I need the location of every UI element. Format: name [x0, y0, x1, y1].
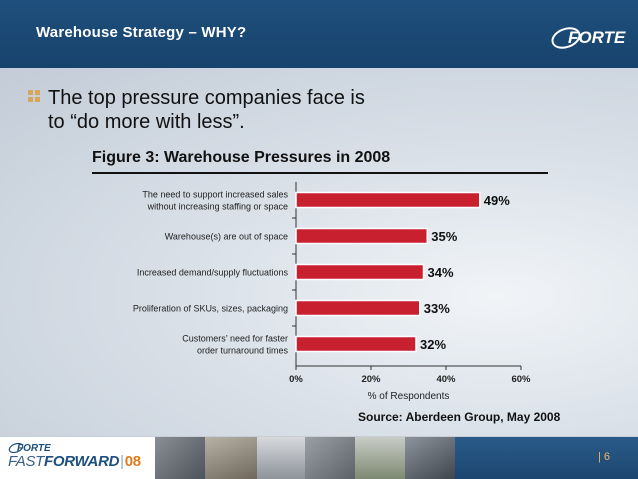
- bar: [295, 191, 481, 209]
- footer-bar: | 6: [455, 437, 638, 479]
- bar: [295, 263, 425, 281]
- category-label: order turnaround times: [197, 346, 289, 356]
- title-bar: Warehouse Strategy – WHY? FORTE: [0, 0, 638, 68]
- chart-title-rule: [92, 172, 548, 174]
- category-label: Increased demand/supply fluctuations: [137, 268, 289, 278]
- category-label: The need to support increased sales: [142, 190, 288, 200]
- forte-small-logo-icon: FORTE: [8, 442, 51, 453]
- svg-text:FORTE: FORTE: [568, 28, 626, 47]
- category-label: Proliferation of SKUs, sizes, packaging: [133, 304, 288, 314]
- bar-value-label: 34%: [428, 265, 454, 280]
- x-tick-label: 0%: [289, 374, 303, 385]
- brand-year: 08: [124, 453, 141, 470]
- bullet-icon: [28, 90, 40, 102]
- brand-separator: |: [120, 453, 124, 470]
- bar-chart: 0% 20% 40% 60% % of Respondents 49% The need t…: [133, 182, 531, 402]
- building-photo: [257, 437, 305, 479]
- brand-forward: FORWARD: [44, 453, 120, 470]
- bar-value-label: 32%: [420, 337, 446, 352]
- brand-fast: FAST: [8, 453, 45, 470]
- x-tick-label: 60%: [511, 374, 531, 385]
- people-photo: [205, 437, 257, 479]
- bullet-text: The top pressure companies face is to “d…: [48, 87, 365, 133]
- warehouse-photo: [155, 437, 205, 479]
- category-label: Customers’ need for faster: [182, 334, 288, 344]
- forte-logo-icon: FORTE: [551, 27, 626, 49]
- boxes-photo: [405, 437, 455, 479]
- chart-source: Source: Aberdeen Group, May 2008: [358, 410, 561, 424]
- x-axis-label: % of Respondents: [368, 391, 450, 402]
- bar-value-label: 33%: [424, 301, 450, 316]
- bar: [295, 227, 428, 245]
- shelves-photo: [305, 437, 355, 479]
- bar: [295, 299, 421, 317]
- x-tick-label: 40%: [436, 374, 456, 385]
- category-label: Warehouse(s) are out of space: [165, 232, 288, 242]
- svg-text:FORTE: FORTE: [17, 443, 51, 453]
- chart-title: Figure 3: Warehouse Pressures in 2008: [92, 149, 391, 166]
- category-label: without increasing staffing or space: [147, 202, 288, 212]
- page-number: | 6: [597, 451, 610, 463]
- golfer-photo: [355, 437, 405, 479]
- x-tick-label: 20%: [361, 374, 381, 385]
- slide-title: Warehouse Strategy – WHY?: [36, 24, 247, 41]
- bar-value-label: 49%: [484, 193, 510, 208]
- slide-background: [0, 68, 638, 436]
- fastforward-logo: FASTFORWARD|08: [8, 453, 141, 470]
- bar-value-label: 35%: [431, 229, 457, 244]
- footer: FORTE FASTFORWARD|08 | 6: [0, 436, 638, 479]
- bar: [295, 335, 417, 353]
- photo-strip: [155, 437, 455, 479]
